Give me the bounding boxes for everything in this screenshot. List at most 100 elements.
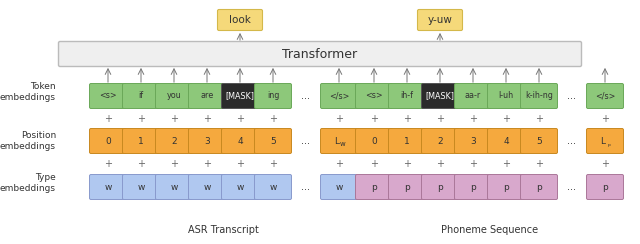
FancyBboxPatch shape	[355, 83, 392, 109]
Text: +: +	[104, 113, 112, 123]
Text: +: +	[502, 113, 510, 123]
Text: Phoneme Sequence: Phoneme Sequence	[441, 225, 538, 235]
Text: +: +	[601, 159, 609, 169]
Text: are: are	[200, 92, 214, 101]
Text: [MASK]: [MASK]	[225, 92, 255, 101]
Text: Position
embeddings: Position embeddings	[0, 131, 56, 151]
Text: p: p	[437, 183, 443, 192]
FancyBboxPatch shape	[388, 174, 426, 200]
FancyBboxPatch shape	[488, 83, 525, 109]
FancyBboxPatch shape	[90, 83, 127, 109]
Text: L: L	[600, 136, 605, 145]
Text: +: +	[170, 113, 178, 123]
FancyBboxPatch shape	[156, 129, 193, 153]
Text: </s>: </s>	[595, 92, 615, 101]
FancyBboxPatch shape	[156, 174, 193, 200]
Text: p: p	[503, 183, 509, 192]
Text: w: w	[104, 183, 112, 192]
Text: p: p	[371, 183, 377, 192]
FancyBboxPatch shape	[355, 174, 392, 200]
Text: </s>: </s>	[329, 92, 349, 101]
Text: +: +	[436, 113, 444, 123]
FancyBboxPatch shape	[388, 129, 426, 153]
FancyBboxPatch shape	[221, 174, 259, 200]
FancyBboxPatch shape	[221, 129, 259, 153]
Text: +: +	[436, 159, 444, 169]
FancyBboxPatch shape	[520, 129, 557, 153]
Text: L: L	[335, 136, 339, 145]
Text: p: p	[470, 183, 476, 192]
Text: ₚ: ₚ	[607, 141, 611, 147]
Text: +: +	[269, 159, 277, 169]
FancyBboxPatch shape	[454, 174, 492, 200]
FancyBboxPatch shape	[122, 83, 159, 109]
Text: k-ih-ng: k-ih-ng	[525, 92, 553, 101]
Text: +: +	[203, 113, 211, 123]
Text: [MASK]: [MASK]	[426, 92, 454, 101]
Text: 2: 2	[171, 136, 177, 145]
FancyBboxPatch shape	[122, 174, 159, 200]
Text: Token
embeddings: Token embeddings	[0, 82, 56, 102]
Text: +: +	[469, 113, 477, 123]
Text: +: +	[335, 113, 343, 123]
Text: +: +	[203, 159, 211, 169]
Text: 4: 4	[237, 136, 243, 145]
FancyBboxPatch shape	[586, 129, 623, 153]
Text: 0: 0	[371, 136, 377, 145]
FancyBboxPatch shape	[255, 174, 291, 200]
Text: +: +	[236, 159, 244, 169]
FancyBboxPatch shape	[417, 10, 463, 30]
Text: 1: 1	[404, 136, 410, 145]
Text: +: +	[269, 113, 277, 123]
FancyBboxPatch shape	[221, 83, 259, 109]
FancyBboxPatch shape	[388, 83, 426, 109]
FancyBboxPatch shape	[454, 129, 492, 153]
Text: ...: ...	[568, 91, 577, 101]
Text: ih-f: ih-f	[401, 92, 413, 101]
FancyBboxPatch shape	[321, 129, 358, 153]
Text: you: you	[166, 92, 181, 101]
FancyBboxPatch shape	[321, 83, 358, 109]
Text: ASR Transcript: ASR Transcript	[188, 225, 259, 235]
FancyBboxPatch shape	[189, 83, 225, 109]
FancyBboxPatch shape	[122, 129, 159, 153]
Text: 2: 2	[437, 136, 443, 145]
Text: w: w	[269, 183, 276, 192]
Text: ...: ...	[301, 182, 310, 192]
Text: +: +	[137, 113, 145, 123]
Text: +: +	[502, 159, 510, 169]
Text: +: +	[104, 159, 112, 169]
Text: +: +	[137, 159, 145, 169]
Text: Type
embeddings: Type embeddings	[0, 173, 56, 193]
Text: ...: ...	[568, 182, 577, 192]
Text: ...: ...	[301, 136, 310, 146]
FancyBboxPatch shape	[321, 174, 358, 200]
Text: +: +	[469, 159, 477, 169]
Text: aa-r: aa-r	[465, 92, 481, 101]
Text: 4: 4	[503, 136, 509, 145]
Text: +: +	[403, 159, 411, 169]
FancyBboxPatch shape	[422, 83, 458, 109]
Text: w: w	[204, 183, 211, 192]
Text: +: +	[535, 159, 543, 169]
FancyBboxPatch shape	[422, 174, 458, 200]
Text: w: w	[335, 183, 342, 192]
FancyBboxPatch shape	[488, 174, 525, 200]
Text: <s>: <s>	[99, 92, 117, 101]
Text: l-uh: l-uh	[499, 92, 513, 101]
Text: 1: 1	[138, 136, 144, 145]
FancyBboxPatch shape	[355, 129, 392, 153]
Text: Transformer: Transformer	[282, 48, 358, 61]
FancyBboxPatch shape	[520, 83, 557, 109]
Text: w: w	[138, 183, 145, 192]
FancyBboxPatch shape	[520, 174, 557, 200]
Text: p: p	[602, 183, 608, 192]
Text: 5: 5	[536, 136, 542, 145]
FancyBboxPatch shape	[586, 83, 623, 109]
FancyBboxPatch shape	[488, 129, 525, 153]
FancyBboxPatch shape	[189, 174, 225, 200]
FancyBboxPatch shape	[218, 10, 262, 30]
Text: w: w	[236, 183, 244, 192]
Text: if: if	[138, 92, 143, 101]
Text: p: p	[404, 183, 410, 192]
